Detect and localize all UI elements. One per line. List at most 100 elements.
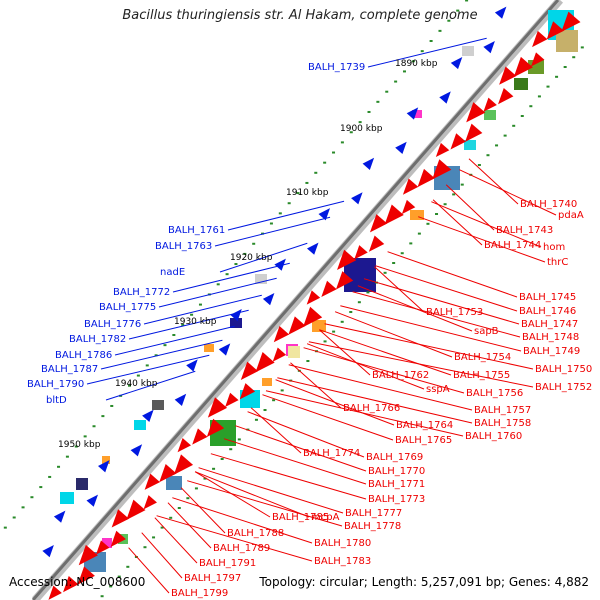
gene-label[interactable]: BALH_1780 <box>314 538 371 549</box>
gene-label[interactable]: BALH_1747 <box>521 319 578 330</box>
gene-label[interactable]: hom <box>543 242 565 253</box>
gene-label[interactable]: BALH_1763 <box>155 241 212 252</box>
reverse-gene-arrow[interactable] <box>561 11 581 32</box>
reverse-gene-arrow[interactable] <box>78 544 98 566</box>
reverse-gene-arrow[interactable] <box>111 509 129 528</box>
gene-label[interactable]: nadE <box>160 267 185 278</box>
reverse-gene-arrow[interactable] <box>207 397 228 418</box>
forward-gene-arrow[interactable] <box>362 157 375 170</box>
gene-label[interactable]: BALH_1740 <box>520 199 577 210</box>
gene-label[interactable]: BALH_1748 <box>522 332 579 343</box>
reverse-gene-arrow[interactable] <box>337 249 357 271</box>
gene-label[interactable]: BALH_1786 <box>55 350 112 361</box>
forward-gene-arrow[interactable] <box>42 544 54 558</box>
reverse-gene-arrow[interactable] <box>369 214 388 233</box>
gene-label[interactable]: BALH_1764 <box>396 420 453 431</box>
reverse-gene-arrow[interactable] <box>432 159 452 180</box>
reverse-gene-arrow[interactable] <box>225 392 239 408</box>
reverse-gene-arrow[interactable] <box>402 178 419 195</box>
reverse-gene-arrow[interactable] <box>144 473 160 490</box>
reverse-gene-arrow[interactable] <box>239 383 256 400</box>
gene-label[interactable]: thrC <box>547 257 568 268</box>
forward-gene-arrow[interactable] <box>142 409 154 422</box>
gene-label[interactable]: BALH_1765 <box>395 435 452 446</box>
forward-gene-arrow[interactable] <box>230 308 242 322</box>
gene-label[interactable]: pdaA <box>558 210 584 221</box>
forward-gene-arrow[interactable] <box>262 292 275 306</box>
forward-gene-arrow[interactable] <box>318 208 331 221</box>
reverse-gene-arrow[interactable] <box>321 280 337 298</box>
reverse-gene-arrow[interactable] <box>306 290 321 305</box>
gene-label[interactable]: BALH_1774 <box>303 448 360 459</box>
gene-label[interactable]: BALH_1758 <box>474 418 531 429</box>
gene-label[interactable]: BALH_1783 <box>314 556 371 567</box>
reverse-gene-arrow[interactable] <box>513 56 533 78</box>
reverse-gene-arrow[interactable] <box>159 464 177 483</box>
reverse-gene-arrow[interactable] <box>465 123 483 142</box>
forward-gene-arrow[interactable] <box>53 510 66 523</box>
forward-gene-arrow[interactable] <box>351 192 363 205</box>
forward-gene-arrow[interactable] <box>86 494 98 507</box>
gene-label[interactable]: BALH_1760 <box>465 431 522 442</box>
gene-label[interactable]: sapB <box>474 326 499 337</box>
reverse-gene-arrow[interactable] <box>255 352 275 373</box>
reverse-gene-arrow[interactable] <box>273 326 290 343</box>
reverse-gene-arrow[interactable] <box>466 102 486 123</box>
gene-label[interactable]: BALH_1799 <box>171 588 228 599</box>
gene-label[interactable]: BALH_1772 <box>113 287 170 298</box>
reverse-gene-arrow[interactable] <box>177 438 191 453</box>
reverse-gene-arrow[interactable] <box>532 30 548 48</box>
gene-label[interactable]: BALH_1762 <box>372 370 429 381</box>
reverse-gene-arrow[interactable] <box>401 199 416 215</box>
gene-label[interactable]: BALH_1746 <box>519 306 576 317</box>
gene-label[interactable]: BALH_1782 <box>69 334 126 345</box>
gene-label[interactable]: BALH_1745 <box>519 292 576 303</box>
gene-label[interactable]: BALH_1743 <box>496 225 553 236</box>
gene-label[interactable]: BALH_1754 <box>454 352 511 363</box>
gene-label[interactable]: BALH_1757 <box>474 405 531 416</box>
gene-label[interactable]: BALH_1797 <box>184 573 241 584</box>
gene-label[interactable]: BALH_1775 <box>99 302 156 313</box>
reverse-gene-arrow[interactable] <box>499 66 517 85</box>
forward-gene-arrow[interactable] <box>395 141 407 154</box>
reverse-gene-arrow[interactable] <box>368 235 385 252</box>
gene-label[interactable]: BALH_1756 <box>466 388 523 399</box>
forward-gene-arrow[interactable] <box>130 444 143 457</box>
reverse-gene-arrow[interactable] <box>240 361 259 380</box>
gene-label[interactable]: BALH_1777 <box>345 508 402 519</box>
gene-label[interactable]: BALH_1750 <box>535 364 592 375</box>
gene-label[interactable]: BALH_1766 <box>343 403 400 414</box>
forward-gene-arrow[interactable] <box>218 343 231 356</box>
reverse-gene-arrow[interactable] <box>354 245 368 260</box>
gene-label[interactable]: BALH_1769 <box>366 452 423 463</box>
reverse-gene-arrow[interactable] <box>48 585 62 600</box>
forward-gene-arrow[interactable] <box>174 393 187 406</box>
reverse-gene-arrow[interactable] <box>63 576 79 593</box>
reverse-gene-arrow[interactable] <box>546 21 564 40</box>
reverse-gene-arrow[interactable] <box>110 530 126 548</box>
reverse-gene-arrow[interactable] <box>126 499 146 520</box>
reverse-gene-arrow[interactable] <box>143 495 157 510</box>
gene-label[interactable]: BALH_1752 <box>535 382 592 393</box>
reverse-gene-arrow[interactable] <box>384 204 404 225</box>
forward-gene-arrow[interactable] <box>439 91 451 104</box>
forward-gene-arrow[interactable] <box>494 6 507 19</box>
gene-label[interactable]: BALH_1739 <box>308 62 365 73</box>
forward-gene-arrow[interactable] <box>186 359 198 372</box>
gene-label[interactable]: BALH_1744 <box>484 240 541 251</box>
gene-label[interactable]: BALH_1787 <box>41 364 98 375</box>
reverse-gene-arrow[interactable] <box>435 142 450 158</box>
forward-gene-arrow[interactable] <box>483 40 495 54</box>
gene-label[interactable]: BALH_1788 <box>227 528 284 539</box>
reverse-gene-arrow[interactable] <box>530 52 545 67</box>
reverse-gene-arrow[interactable] <box>288 316 306 335</box>
gene-label[interactable]: BALH_1755 <box>453 370 510 381</box>
gene-label[interactable]: BALH_1771 <box>368 479 425 490</box>
reverse-gene-arrow[interactable] <box>450 133 466 150</box>
reverse-gene-arrow[interactable] <box>77 566 95 585</box>
reverse-gene-arrow[interactable] <box>173 454 194 475</box>
gene-label[interactable]: BALH_1778 <box>344 521 401 532</box>
forward-gene-arrow[interactable] <box>97 460 110 473</box>
forward-gene-arrow[interactable] <box>306 242 319 255</box>
reverse-gene-arrow[interactable] <box>483 97 497 112</box>
